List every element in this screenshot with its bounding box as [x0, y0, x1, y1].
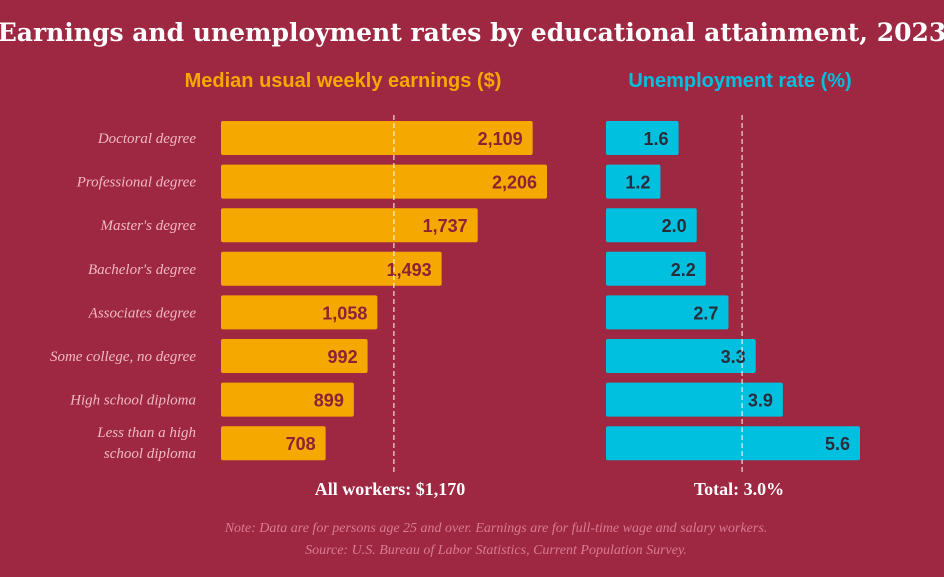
unemployment-bar	[606, 426, 860, 461]
earnings-bar	[221, 382, 354, 417]
unemployment-value-label: 2.0	[662, 216, 687, 236]
earnings-value-label: 1,737	[423, 216, 468, 236]
unemployment-bar	[606, 121, 679, 155]
unemployment-value-label: 5.6	[825, 434, 850, 454]
earnings-value-label: 899	[314, 391, 344, 411]
earnings-bar	[221, 339, 368, 373]
unemployment-bar	[606, 251, 706, 286]
category-label: Some college, no degree	[50, 349, 196, 365]
earnings-value-label: 708	[286, 434, 316, 454]
earnings-bars: 2,109 2,206 1,737 1,493 1,058 992 899 708	[221, 121, 547, 461]
note-text: Note: Data are for persons age 25 and ov…	[224, 521, 768, 536]
earnings-value-label: 1,493	[387, 260, 432, 280]
earnings-bar	[221, 251, 442, 286]
unemployment-bar	[606, 339, 756, 373]
source-text: Source: U.S. Bureau of Labor Statistics,…	[305, 543, 687, 558]
unemployment-bar	[606, 295, 729, 330]
unemployment-value-label: 1.6	[644, 129, 669, 149]
earnings-bar	[221, 426, 326, 461]
category-label: Less than a high school diploma	[96, 425, 196, 462]
earnings-panel-title: Median usual weekly earnings ($)	[185, 70, 502, 92]
earnings-value-label: 992	[328, 347, 358, 367]
unemployment-value-label: 2.2	[671, 260, 696, 280]
unemployment-reference-label: Total: 3.0%	[694, 479, 784, 499]
unemployment-bar	[606, 208, 697, 243]
category-label: High school diploma	[69, 393, 196, 409]
earnings-bar	[221, 121, 533, 155]
earnings-bar	[221, 295, 378, 330]
earnings-bar	[221, 208, 478, 243]
category-label: Master's degree	[99, 218, 196, 234]
unemployment-value-label: 1.2	[625, 173, 650, 193]
earnings-value-label: 2,206	[492, 173, 537, 193]
earnings-value-label: 2,109	[478, 129, 523, 149]
unemployment-value-label: 3.3	[721, 347, 746, 367]
unemployment-bars: 1.6 1.2 2.0 2.2 2.7 3.3 3.9 5.6	[606, 121, 860, 461]
unemployment-value-label: 3.9	[748, 391, 773, 411]
unemployment-value-label: 2.7	[693, 303, 718, 323]
category-label: Associates degree	[88, 305, 197, 321]
earnings-bar	[221, 164, 547, 199]
category-label: Professional degree	[76, 175, 197, 191]
unemployment-bar	[606, 382, 783, 417]
earnings-value-label: 1,058	[322, 303, 367, 323]
earnings-reference-label: All workers: $1,170	[315, 479, 465, 499]
unemployment-panel-title: Unemployment rate (%)	[628, 70, 851, 92]
category-label: Bachelor's degree	[88, 262, 196, 278]
unemployment-bar	[606, 164, 661, 199]
category-label: Doctoral degree	[97, 131, 197, 147]
category-labels: Doctoral degree Professional degree Master…	[50, 131, 196, 462]
chart-title: Earnings and unemployment rates by educa…	[0, 18, 944, 47]
